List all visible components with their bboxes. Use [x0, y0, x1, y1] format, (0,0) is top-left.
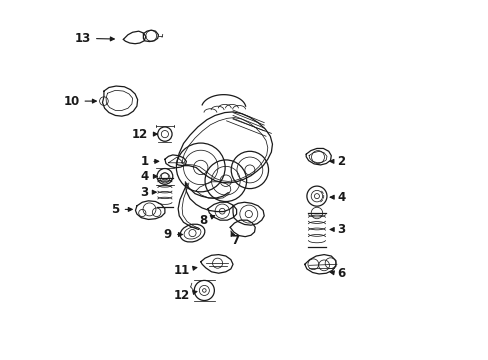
Text: 12: 12 [132, 127, 157, 141]
Text: 4: 4 [140, 170, 157, 183]
Text: 3: 3 [140, 186, 156, 199]
Text: 11: 11 [173, 264, 196, 277]
Text: 5: 5 [111, 203, 132, 216]
Text: 3: 3 [329, 223, 345, 236]
Text: 6: 6 [329, 267, 345, 280]
Text: 8: 8 [199, 214, 214, 227]
Text: 10: 10 [63, 95, 96, 108]
Text: 9: 9 [163, 228, 182, 241]
Text: 13: 13 [75, 32, 114, 45]
Text: 2: 2 [329, 155, 345, 168]
Text: 1: 1 [140, 155, 159, 168]
Text: 4: 4 [329, 191, 345, 204]
Text: 7: 7 [230, 231, 239, 247]
Text: 12: 12 [173, 289, 197, 302]
